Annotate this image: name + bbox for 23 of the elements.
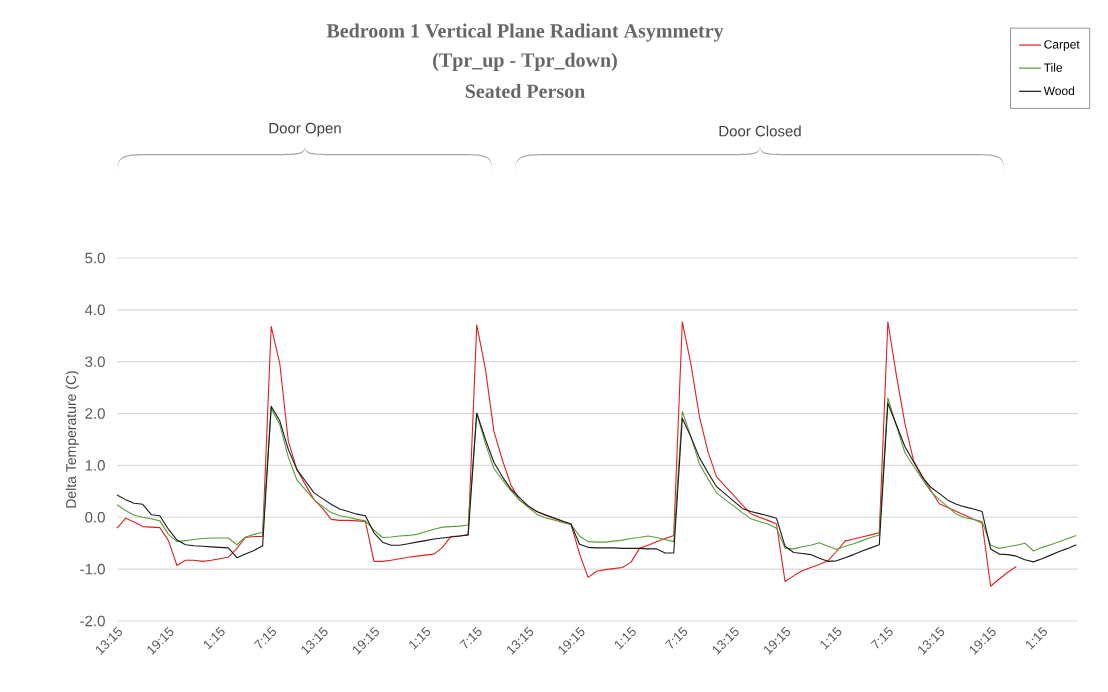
- y-tick-label: 1.0: [85, 460, 105, 471]
- y-tick-label: 0.0: [85, 511, 105, 523]
- x-tick-label: 7:15: [459, 626, 482, 649]
- y-tick-label: -1.0: [80, 563, 105, 575]
- x-tick-label: 7:15: [870, 626, 893, 649]
- x-tick-label: 1:15: [614, 626, 636, 650]
- chart-subtitle: (Tpr_up - Tpr_down): [433, 52, 617, 71]
- y-tick-label: -2.0: [80, 615, 105, 627]
- text: Door Closed: [719, 125, 801, 137]
- y-tick-label: 4.0: [84, 304, 105, 316]
- y-tick-label: 3.0: [85, 356, 105, 368]
- chart-title: Bedroom 1 Vertical Plane Radiant Asymmetry: [326, 23, 724, 42]
- line-series: [116, 321, 1017, 587]
- x-tick-label: 7:15: [253, 626, 277, 649]
- legend-label: Carpet: [1044, 40, 1080, 52]
- y-tick-label: 5.0: [85, 252, 105, 264]
- y-tick-label: 2.0: [85, 408, 105, 419]
- text: Door Open: [269, 122, 341, 137]
- text: Seated Person: [465, 83, 585, 99]
- y-axis-title: Delta Temperature (C): [65, 371, 79, 508]
- legend-label: Wood: [1043, 86, 1075, 96]
- legend-label: Tile: [1043, 63, 1063, 72]
- x-tick-label: 7:15: [664, 626, 688, 649]
